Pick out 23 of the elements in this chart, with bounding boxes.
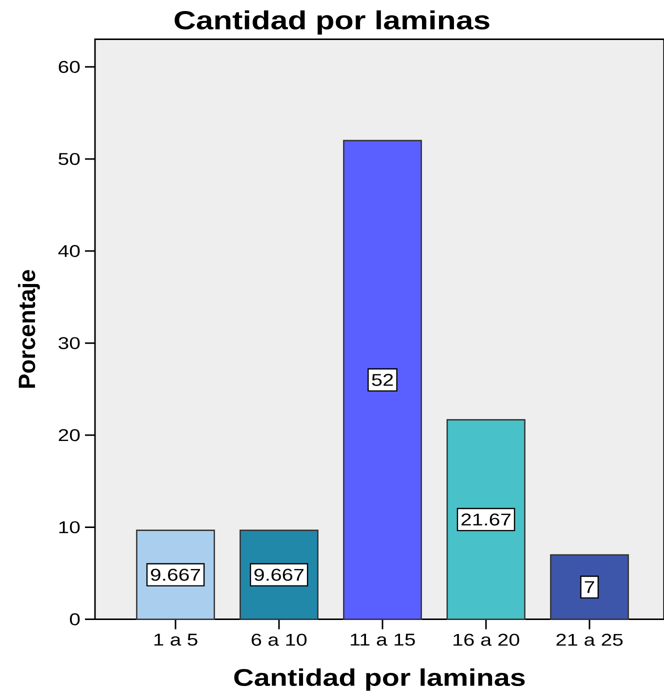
chart-title: Cantidad por laminas xyxy=(174,10,490,35)
y-tick-label: 50 xyxy=(58,152,80,166)
x-tick-label: 11 a 15 xyxy=(350,634,415,646)
x-axis-title: Cantidad por laminas xyxy=(234,668,525,691)
data-label: 52 xyxy=(372,374,393,386)
data-label: 9.667 xyxy=(150,568,200,581)
bar xyxy=(550,554,629,620)
bar xyxy=(446,419,526,620)
y-tick-label: 0 xyxy=(70,613,80,626)
y-tick-label: 60 xyxy=(58,60,80,73)
y-tick-label: 10 xyxy=(59,521,80,534)
x-tick-label: 16 a 20 xyxy=(454,634,520,646)
y-tick-label: 30 xyxy=(58,337,80,350)
y-tick-label: 40 xyxy=(58,245,80,258)
bar xyxy=(343,140,422,620)
y-axis-title: Porcentaje xyxy=(18,270,40,388)
data-label: 7 xyxy=(584,581,594,593)
x-tick-label: 21 a 25 xyxy=(556,634,623,646)
x-tick-label: 1 a 5 xyxy=(154,634,198,646)
x-tick-label: 6 a 10 xyxy=(252,634,307,646)
data-label: 21.67 xyxy=(462,514,510,526)
y-tick-label: 20 xyxy=(58,429,80,442)
data-label: 9.667 xyxy=(254,568,304,581)
